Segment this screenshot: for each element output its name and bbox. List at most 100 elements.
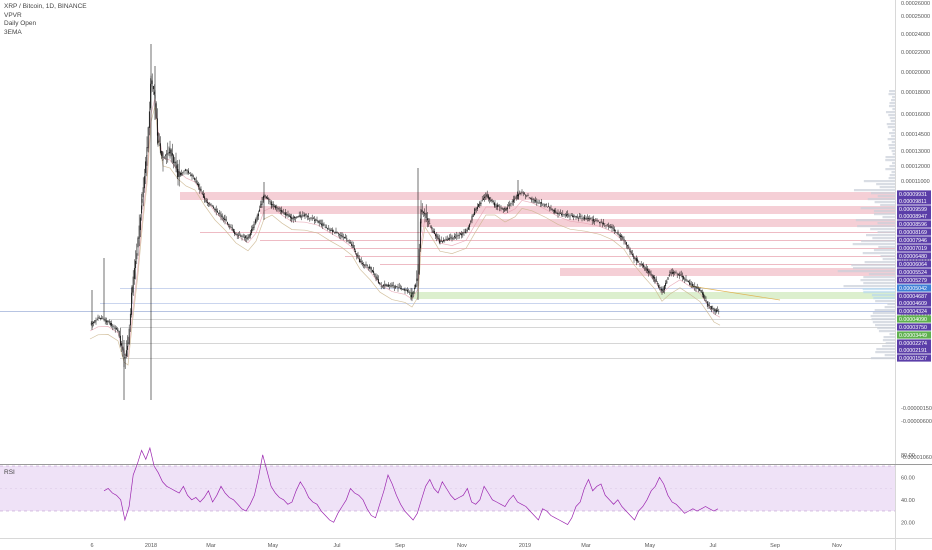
candle — [563, 214, 565, 217]
candle — [305, 213, 307, 218]
volume-bar — [890, 120, 895, 123]
candle — [654, 275, 656, 283]
volume-bar — [852, 243, 895, 246]
candle — [398, 282, 400, 289]
candle — [564, 212, 566, 218]
indicator-daily-open[interactable]: Daily Open — [4, 20, 37, 27]
candle — [206, 198, 208, 206]
volume-bar — [888, 114, 895, 117]
time-axis[interactable]: 6 2018 Mar May Jul Sep Nov 2019 Mar May Jul Sep Nov — [90, 543, 842, 549]
candle — [383, 284, 385, 290]
price-tick-label: 0.00022000 — [901, 50, 930, 56]
volume-bar — [888, 93, 895, 96]
rsi-tick-label: 80.00 — [901, 453, 915, 459]
time-tick-label: May — [268, 543, 279, 549]
price-level-tag: 0.00004090 — [897, 315, 931, 323]
candle — [191, 172, 193, 180]
price-tick-label: -0.00000150 — [901, 406, 932, 412]
volume-bar — [885, 168, 895, 171]
time-tick-label: Jul — [333, 543, 340, 549]
candle — [359, 258, 361, 264]
candle — [409, 290, 411, 295]
candle — [156, 108, 158, 145]
candle — [211, 204, 213, 208]
volume-bar — [891, 150, 895, 153]
candle — [177, 163, 179, 186]
candle — [669, 270, 671, 276]
price-level-tag: 0.00009599 — [897, 205, 931, 213]
volume-bar — [888, 144, 895, 147]
candle — [484, 194, 486, 202]
candle — [418, 243, 420, 275]
time-tick-label: 6 — [90, 543, 93, 549]
candle — [673, 269, 675, 277]
indicator-3ema[interactable]: 3EMA — [4, 28, 22, 36]
candle — [363, 262, 365, 269]
candle — [257, 210, 259, 220]
candle — [358, 255, 360, 263]
price-zone — [420, 219, 895, 227]
volume-bar — [872, 237, 895, 240]
candle — [193, 177, 195, 181]
volume-bar — [888, 177, 895, 180]
candle — [431, 226, 433, 234]
rsi-title[interactable]: RSI — [4, 469, 15, 476]
candle — [109, 320, 111, 327]
candle — [491, 198, 493, 204]
candle — [402, 288, 404, 291]
candle — [469, 223, 471, 231]
candle — [629, 247, 631, 256]
candle — [695, 285, 697, 292]
volume-bar — [843, 285, 895, 288]
indicator-vpvr[interactable]: VPVR — [4, 11, 22, 19]
candle — [628, 244, 630, 250]
candle — [237, 232, 239, 239]
candle — [209, 201, 211, 207]
candle — [299, 211, 301, 219]
candle — [527, 193, 529, 197]
candle — [447, 237, 449, 241]
candle — [666, 279, 668, 284]
volume-bar — [892, 162, 895, 165]
candle — [536, 198, 538, 206]
candle — [582, 216, 584, 221]
candle — [235, 232, 237, 236]
candle — [712, 305, 714, 311]
price-tick-label: 0.00011000 — [901, 179, 930, 185]
candle — [411, 288, 413, 302]
candle — [686, 279, 688, 282]
candle — [609, 224, 611, 228]
candle — [659, 284, 661, 291]
candle — [714, 308, 716, 315]
candle — [132, 270, 134, 296]
volume-bar — [871, 318, 895, 321]
symbol-title[interactable]: XRP / Bitcoin, 1D, BINANCE — [4, 3, 87, 10]
candle — [457, 233, 459, 240]
candle — [357, 251, 359, 259]
candle — [137, 237, 139, 248]
candle — [502, 207, 504, 213]
price-level-tag: 0.00007019 — [897, 244, 931, 252]
candle — [603, 218, 605, 226]
time-tick-label: Mar — [206, 543, 216, 549]
candle — [415, 283, 417, 289]
candle — [173, 154, 175, 169]
candle — [542, 203, 544, 207]
candle — [441, 240, 443, 244]
volume-bar — [872, 321, 895, 324]
candle — [568, 213, 570, 218]
candle — [115, 326, 117, 330]
candle — [265, 195, 267, 200]
candle — [445, 236, 447, 241]
candle — [533, 198, 535, 204]
candle — [597, 220, 599, 222]
candle — [590, 217, 592, 220]
candle — [432, 228, 434, 234]
candle — [385, 283, 387, 287]
candle — [696, 283, 698, 290]
candle — [452, 237, 454, 240]
candle — [489, 196, 491, 204]
candle — [163, 156, 165, 159]
volume-bar — [877, 222, 895, 225]
candle — [285, 208, 287, 219]
